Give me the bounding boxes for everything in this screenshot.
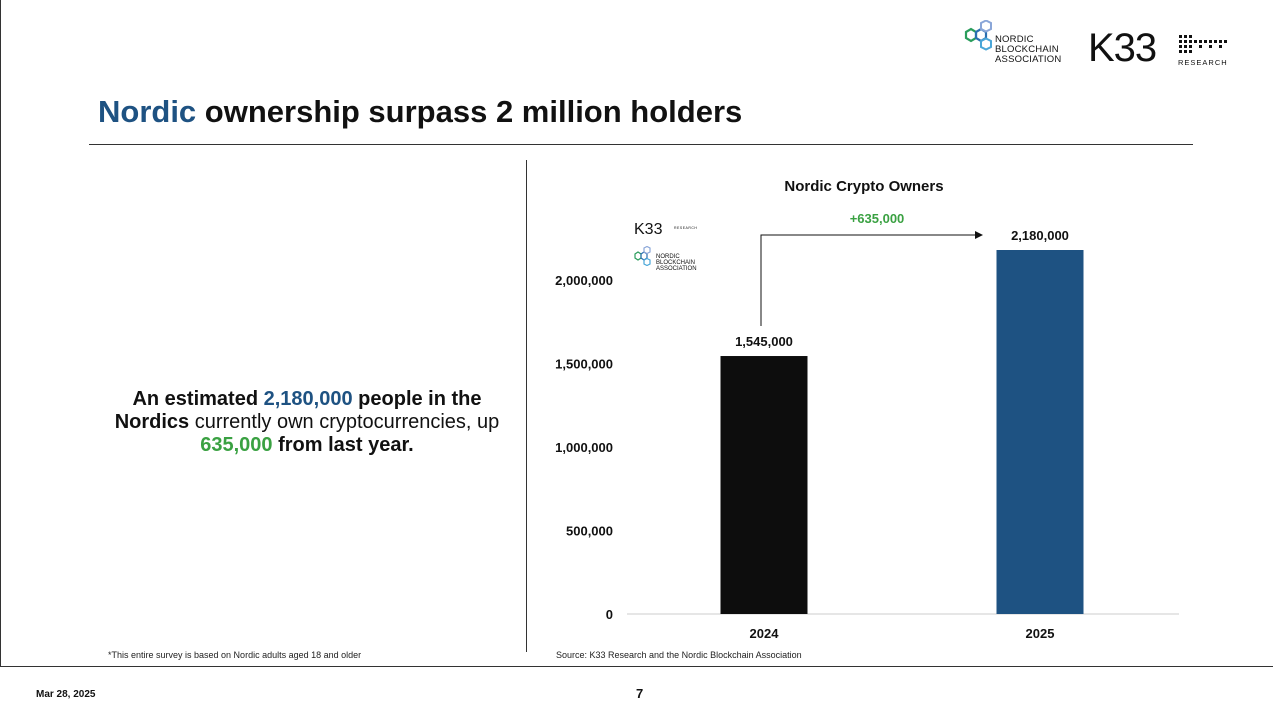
- summary-part-1: An estimated: [132, 388, 264, 410]
- nordic-blockchain-association-logo: [964, 20, 992, 51]
- bar-value-label: 2,180,000: [1011, 228, 1069, 243]
- watermark-k33-text: K33: [634, 221, 663, 238]
- title-accent: Nordic: [98, 94, 197, 129]
- survey-footnote: *This entire survey is based on Nordic a…: [108, 650, 362, 660]
- increase-arrow: [760, 234, 975, 327]
- nordic-crypto-owners-chart: Nordic Crypto Owners 0 500,000 1,000,000 1,…: [555, 178, 1179, 641]
- bar-2025: [996, 250, 1084, 614]
- page-title: Nordic ownership surpass 2 million holde…: [98, 94, 742, 130]
- chart-title: Nordic Crypto Owners: [784, 178, 943, 195]
- page-number: 7: [636, 686, 644, 701]
- footer-date: Mar 28, 2025: [36, 689, 96, 700]
- increase-annotation: +635,000: [850, 211, 905, 226]
- arrow-head-icon: [975, 231, 983, 239]
- summary-part-2: people in the: [352, 388, 482, 410]
- summary-part-3: Nordics: [114, 411, 190, 433]
- watermark-nba-icon: [634, 246, 651, 266]
- summary-part-4: currently own cryptocurrencies, up: [189, 411, 500, 433]
- summary-value-total: 2,180,000: [263, 388, 353, 410]
- k33-logo-subtitle: RESEARCH: [1178, 58, 1228, 67]
- x-tick-label: 2024: [750, 626, 780, 641]
- summary-value-increase: 635,000: [200, 434, 273, 456]
- vertical-divider: [526, 160, 527, 652]
- bar-2024: [720, 356, 808, 614]
- title-rest: ownership surpass 2 million holders: [196, 94, 743, 129]
- x-tick-label: 2025: [1026, 626, 1055, 641]
- chart-watermark: K33 RESEARCH NORDIC BLOCKCHAIN ASSOCIATI…: [634, 221, 697, 273]
- k33-logo: K33: [1088, 26, 1157, 70]
- watermark-k33-sub: RESEARCH: [674, 226, 698, 230]
- watermark-nba-text: NORDIC BLOCKCHAIN ASSOCIATION: [656, 254, 697, 272]
- nba-logo-text: NORDIC BLOCKCHAIN ASSOCIATION: [995, 34, 1062, 65]
- bar-value-label: 1,545,000: [735, 334, 793, 349]
- y-tick-label: 1,000,000: [555, 440, 613, 455]
- y-tick-label: 1,500,000: [555, 357, 613, 372]
- title-divider: [89, 144, 1193, 145]
- k33-dot-pattern-icon: [1179, 35, 1227, 53]
- summary-part-5: from last year.: [272, 434, 414, 456]
- y-tick-label: 500,000: [566, 524, 613, 539]
- chart-source: Source: K33 Research and the Nordic Bloc…: [556, 650, 802, 660]
- footer-divider: [0, 666, 1273, 667]
- summary-text: An estimated 2,180,000 people in the Nor…: [100, 388, 514, 457]
- slide-frame: [0, 0, 1, 666]
- y-tick-label: 0: [606, 607, 613, 622]
- y-tick-label: 2,000,000: [555, 273, 613, 288]
